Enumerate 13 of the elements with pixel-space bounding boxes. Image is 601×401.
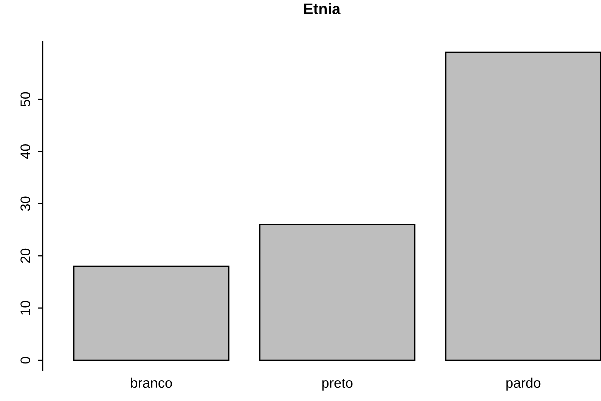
chart-title: Etnia	[304, 3, 341, 14]
bar	[73, 266, 230, 362]
x-tick-label: preto	[322, 378, 353, 391]
bar	[259, 224, 416, 362]
y-tick-label: 40	[20, 144, 31, 160]
y-tick-label: 10	[20, 301, 31, 315]
bar	[445, 52, 601, 362]
y-tick-label: 0	[20, 357, 31, 364]
y-tick-label: 20	[20, 248, 31, 264]
x-tick-label: branco	[131, 378, 172, 388]
x-tick-label: pardo	[506, 378, 541, 391]
y-tick-label: 50	[20, 92, 31, 107]
y-tick-label: 30	[20, 196, 31, 212]
